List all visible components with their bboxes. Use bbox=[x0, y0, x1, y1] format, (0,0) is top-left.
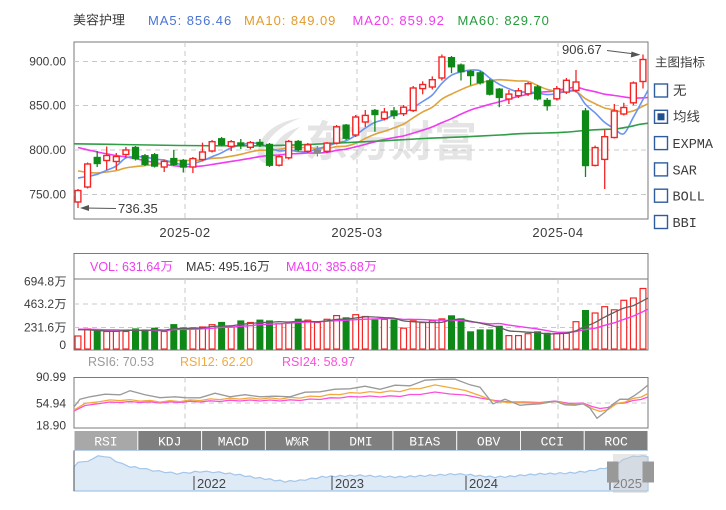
svg-text:KDJ: KDJ bbox=[158, 435, 181, 450]
svg-text:EXPMA: EXPMA bbox=[673, 138, 714, 153]
svg-text:850.00: 850.00 bbox=[29, 99, 66, 113]
svg-text:2025-02: 2025-02 bbox=[159, 225, 210, 240]
svg-text:RSI12: 62.20: RSI12: 62.20 bbox=[180, 355, 253, 369]
svg-text:BOLL: BOLL bbox=[673, 191, 705, 206]
svg-text:W%R: W%R bbox=[285, 435, 309, 450]
svg-text:2025-04: 2025-04 bbox=[532, 225, 583, 240]
svg-text:RSI: RSI bbox=[94, 435, 117, 450]
svg-text:694.8: 694.8 bbox=[24, 275, 54, 289]
svg-text:2025: 2025 bbox=[613, 476, 642, 491]
svg-text:18.90: 18.90 bbox=[36, 419, 66, 433]
svg-text:800.00: 800.00 bbox=[29, 143, 66, 157]
svg-text:231.6: 231.6 bbox=[24, 321, 54, 335]
svg-text:VOL: 631.64: VOL: 631.64 bbox=[90, 260, 160, 274]
svg-text:MA5: 495.16: MA5: 495.16 bbox=[186, 260, 257, 274]
svg-text:MA10: 849.09: MA10: 849.09 bbox=[244, 13, 336, 28]
svg-text:RSI24: 58.97: RSI24: 58.97 bbox=[282, 355, 355, 369]
svg-text:MA60: 829.70: MA60: 829.70 bbox=[458, 13, 550, 28]
svg-text:MA20: 859.92: MA20: 859.92 bbox=[353, 13, 445, 28]
svg-text:2024: 2024 bbox=[469, 476, 498, 491]
svg-text:BIAS: BIAS bbox=[409, 435, 440, 450]
svg-text:DMI: DMI bbox=[349, 435, 372, 450]
svg-text:2023: 2023 bbox=[335, 476, 364, 491]
svg-text:463.2: 463.2 bbox=[24, 297, 54, 311]
svg-text:MA5: 856.46: MA5: 856.46 bbox=[148, 13, 232, 28]
svg-text:2025-03: 2025-03 bbox=[331, 225, 382, 240]
svg-text:2022: 2022 bbox=[197, 476, 226, 491]
svg-text:736.35: 736.35 bbox=[118, 201, 158, 216]
svg-text:CCI: CCI bbox=[541, 435, 564, 450]
svg-text:RSI6: 70.53: RSI6: 70.53 bbox=[88, 355, 154, 369]
svg-text:900.00: 900.00 bbox=[29, 55, 66, 69]
svg-text:906.67: 906.67 bbox=[562, 42, 602, 57]
svg-text:750.00: 750.00 bbox=[29, 188, 66, 202]
svg-text:90.99: 90.99 bbox=[36, 370, 66, 384]
svg-text:MA10: 385.68: MA10: 385.68 bbox=[286, 260, 364, 274]
svg-text:ROC: ROC bbox=[604, 435, 628, 450]
svg-text:BBI: BBI bbox=[673, 217, 697, 232]
svg-text:54.94: 54.94 bbox=[36, 397, 66, 411]
svg-text:0: 0 bbox=[59, 338, 66, 352]
svg-text:MACD: MACD bbox=[218, 435, 249, 450]
svg-text:SAR: SAR bbox=[673, 164, 697, 179]
svg-text:OBV: OBV bbox=[477, 435, 501, 450]
